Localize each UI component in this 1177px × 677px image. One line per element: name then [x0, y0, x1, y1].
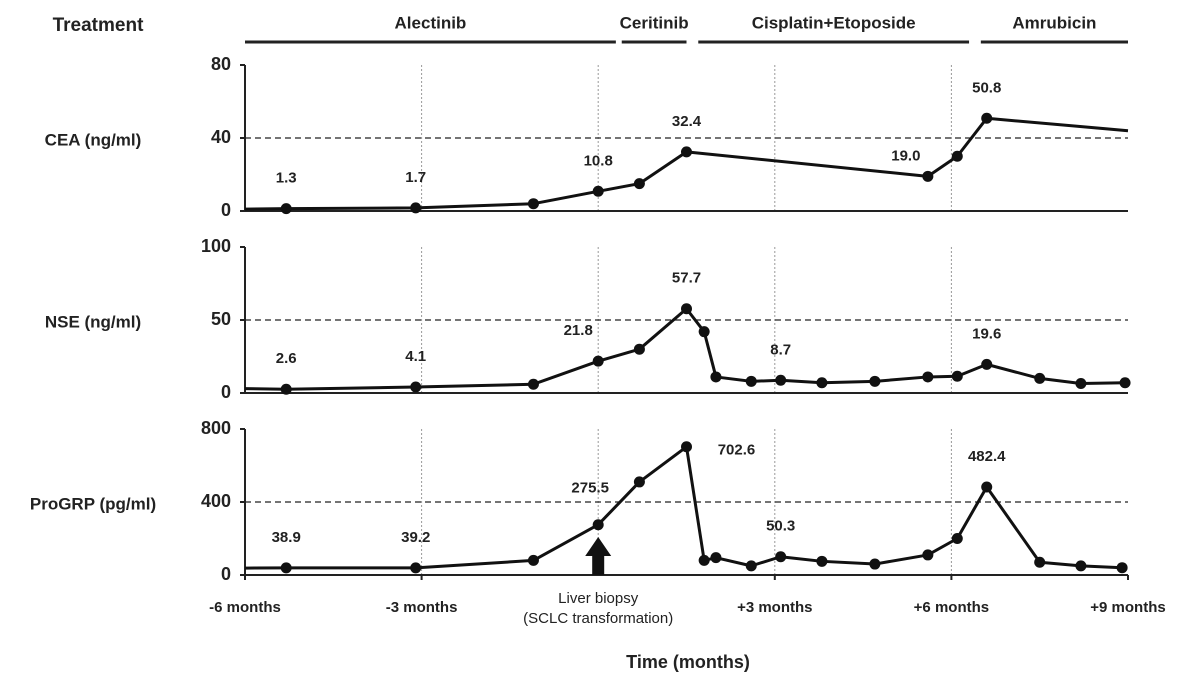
data-point — [951, 150, 963, 162]
y-tick-label: 800 — [201, 418, 231, 438]
data-point — [951, 533, 963, 544]
value-label: 39.2 — [401, 529, 430, 546]
value-label: 32.4 — [672, 113, 702, 130]
data-point — [592, 519, 604, 531]
x-axis-title: Time (months) — [626, 652, 750, 672]
data-point — [698, 554, 710, 566]
data-point — [1075, 378, 1087, 390]
value-label: 702.6 — [718, 442, 756, 459]
value-label: 50.3 — [766, 518, 795, 535]
treatment-name: Cisplatin+Etoposide — [752, 13, 916, 32]
data-point — [592, 355, 604, 367]
value-label: 1.3 — [276, 170, 297, 187]
annotation-arrow — [585, 537, 612, 575]
data-line — [244, 307, 1126, 391]
data-point — [633, 343, 645, 355]
value-label: 1.7 — [405, 169, 426, 186]
annotation-text: Liver biopsy — [558, 590, 639, 607]
data-point — [633, 178, 645, 190]
data-point — [869, 558, 881, 570]
data-point — [745, 375, 757, 387]
treatment-name: Amrubicin — [1012, 13, 1096, 32]
data-point — [410, 381, 422, 393]
treatment-name: Alectinib — [395, 13, 467, 32]
x-tick-label: +3 months — [737, 599, 812, 616]
value-label: 57.7 — [672, 270, 701, 287]
data-point — [280, 562, 292, 574]
value-label: 38.9 — [272, 529, 301, 546]
y-tick-label: 40 — [211, 127, 231, 147]
y-tick-label: 50 — [211, 309, 231, 329]
value-label: 19.6 — [972, 325, 1001, 342]
treatment-label: Treatment — [53, 15, 144, 36]
data-point — [698, 326, 710, 338]
data-point — [410, 562, 422, 574]
data-line — [244, 116, 1129, 211]
data-point — [922, 170, 934, 182]
value-label: 19.0 — [891, 147, 920, 164]
data-point — [681, 146, 692, 158]
data-point — [981, 358, 993, 370]
data-point — [1116, 562, 1128, 574]
value-label: 482.4 — [968, 448, 1006, 465]
data-point — [681, 441, 692, 453]
value-label: 50.8 — [972, 79, 1001, 96]
data-point — [527, 554, 539, 566]
data-point — [1119, 377, 1131, 389]
data-point — [981, 112, 993, 124]
value-label: 8.7 — [770, 341, 791, 358]
data-point — [681, 303, 692, 315]
data-point — [1034, 556, 1046, 568]
y-axis-label: ProGRP (pg/ml) — [30, 494, 156, 513]
y-tick-label: 400 — [201, 491, 231, 511]
data-point — [775, 551, 787, 563]
data-point — [280, 203, 292, 215]
value-label: 2.6 — [276, 350, 297, 367]
annotation-text: (SCLC transformation) — [523, 610, 673, 627]
y-tick-label: 0 — [221, 382, 231, 402]
x-tick-label: -6 months — [209, 599, 281, 616]
data-point — [710, 552, 722, 564]
x-tick-label: -3 months — [386, 599, 458, 616]
data-point — [775, 374, 787, 386]
y-axis-label: CEA (ng/ml) — [45, 130, 142, 149]
data-point — [633, 476, 645, 488]
data-point — [592, 185, 604, 197]
value-label: 4.1 — [405, 348, 426, 365]
y-tick-label: 100 — [201, 236, 231, 256]
data-point — [527, 198, 539, 210]
y-tick-label: 0 — [221, 564, 231, 584]
x-tick-label: +6 months — [914, 599, 989, 616]
data-point — [816, 555, 828, 567]
data-point — [816, 377, 828, 389]
data-point — [922, 549, 934, 561]
value-label: 275.5 — [571, 480, 609, 497]
data-point — [1034, 372, 1046, 384]
y-tick-label: 0 — [221, 200, 231, 220]
data-line — [244, 445, 1123, 570]
data-point — [710, 371, 722, 383]
y-tick-label: 80 — [211, 54, 231, 74]
data-point — [922, 371, 934, 383]
data-point — [1075, 560, 1087, 572]
x-tick-label: +9 months — [1090, 599, 1165, 616]
data-point — [280, 383, 292, 395]
y-axis-label: NSE (ng/ml) — [45, 312, 141, 331]
data-point — [527, 378, 539, 390]
value-label: 10.8 — [584, 152, 613, 169]
treatment-name: Ceritinib — [620, 13, 689, 32]
data-point — [869, 375, 881, 387]
data-point — [981, 481, 993, 493]
data-point — [410, 202, 422, 214]
data-point — [745, 560, 757, 572]
data-point — [951, 370, 963, 382]
value-label: 21.8 — [564, 322, 593, 339]
